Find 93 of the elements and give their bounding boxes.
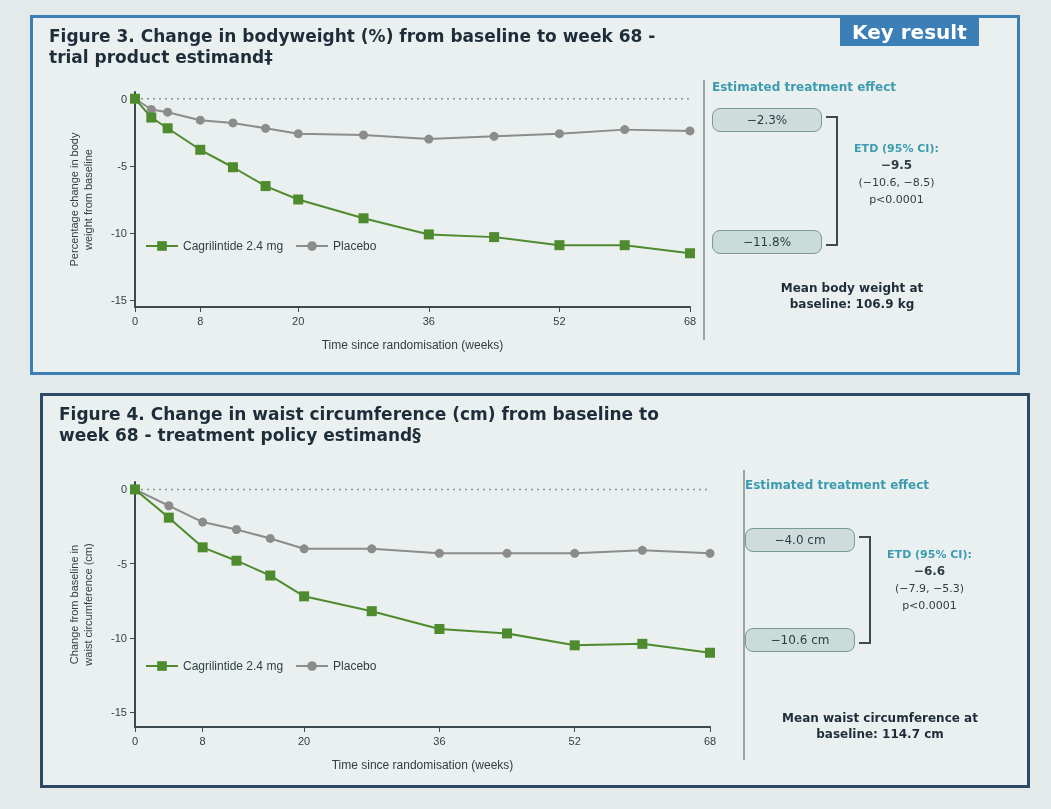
point: [195, 144, 206, 155]
text: −6.6: [912, 563, 947, 580]
point: [265, 533, 275, 543]
text: (−10.6, −8.5): [857, 175, 936, 191]
point: [489, 232, 500, 243]
x-tick-label: 68: [703, 734, 717, 747]
point: [265, 570, 276, 581]
x-tick-label: 20: [297, 734, 311, 747]
x-tick-label: 8: [199, 734, 206, 747]
point: [227, 162, 238, 173]
point: [260, 181, 271, 192]
point: [198, 517, 208, 527]
point: [366, 606, 377, 617]
point: [705, 548, 715, 558]
point: [197, 542, 208, 553]
point: [231, 525, 241, 535]
y-tick-label: -15: [111, 706, 127, 719]
y-tick-label: -15: [111, 294, 127, 307]
text: p<0.0001: [901, 598, 958, 614]
text: Estimated treatment effect: [745, 478, 930, 492]
y-tick-label: 0: [120, 483, 127, 496]
text: Mean body weight at baseline: 106.9 kg: [779, 280, 925, 312]
x-tick-label: 52: [553, 314, 566, 327]
text: ETD (95% CI):: [886, 547, 973, 563]
x-axis-title: Time since randomisation (weeks): [321, 338, 504, 352]
y-tick-label: -10: [111, 227, 127, 240]
point: [293, 129, 303, 139]
text: −2.3%: [712, 108, 822, 132]
point: [367, 544, 377, 554]
legend-label: Placebo: [333, 659, 377, 673]
y-tick-label: -5: [117, 557, 127, 570]
point: [489, 131, 499, 141]
point: [163, 512, 174, 523]
text: p<0.0001: [868, 192, 925, 208]
point: [146, 112, 157, 123]
legend-label: Placebo: [333, 239, 377, 253]
x-tick-label: 0: [131, 734, 139, 747]
x-tick-label: 0: [131, 314, 139, 327]
y-axis-title: Change from baseline in waist circumference (cm): [68, 543, 94, 667]
text: −4.0 cm: [745, 528, 855, 552]
y-tick-label: -5: [117, 159, 127, 172]
point: [162, 123, 173, 134]
text: ETD (95% CI):: [853, 141, 940, 157]
x-tick-label: 36: [422, 314, 435, 327]
point: [685, 248, 695, 259]
point: [554, 129, 564, 139]
point: [502, 548, 512, 558]
point: [293, 194, 304, 205]
x-tick-label: 20: [292, 314, 305, 327]
point: [164, 501, 174, 511]
chart-title: Figure 4. Change in waist circumference (cm) from baseline to week 68 - treatment policy estimand§: [59, 404, 660, 446]
point: [620, 125, 630, 135]
point: [554, 240, 565, 251]
point: [434, 624, 445, 634]
y-tick-label: -10: [111, 631, 127, 644]
point: [685, 126, 695, 136]
x-axis-title: Time since randomisation (weeks): [331, 758, 514, 772]
x-tick-label: 52: [568, 734, 581, 747]
point: [570, 548, 580, 558]
y-axis-title: Percentage change in body weight from baseline: [68, 132, 94, 267]
point: [358, 213, 369, 224]
text: −10.6 cm: [745, 628, 855, 652]
point: [434, 548, 444, 558]
chart-title: Figure 3. Change in bodyweight (%) from baseline to week 68 - trial product estimand‡: [49, 26, 657, 68]
x-tick-label: 8: [197, 314, 204, 327]
point: [228, 118, 238, 128]
point: [424, 134, 434, 144]
y-tick-label: 0: [120, 92, 127, 105]
point: [637, 545, 647, 555]
point: [163, 107, 173, 117]
point: [261, 123, 271, 133]
point: [299, 544, 309, 554]
text: −9.5: [879, 157, 914, 174]
point: [359, 130, 369, 140]
point: [231, 555, 242, 566]
point: [637, 638, 648, 649]
legend-label: Cagrilintide 2.4 mg: [183, 659, 284, 673]
text: (−7.9, −5.3): [894, 581, 965, 597]
text: Key result: [840, 18, 979, 46]
point: [502, 628, 513, 639]
legend-label: Cagrilintide 2.4 mg: [183, 239, 284, 253]
text: Mean waist circumference at baseline: 114.7 cm: [781, 710, 979, 742]
point: [299, 591, 310, 602]
point: [423, 229, 434, 240]
x-tick-label: 68: [683, 314, 697, 327]
text: Estimated treatment effect: [712, 80, 897, 94]
point: [146, 104, 156, 114]
x-tick-label: 36: [433, 734, 446, 747]
point: [569, 640, 580, 651]
point: [705, 647, 715, 658]
point: [195, 115, 205, 125]
text: −11.8%: [712, 230, 822, 254]
point: [619, 240, 630, 251]
